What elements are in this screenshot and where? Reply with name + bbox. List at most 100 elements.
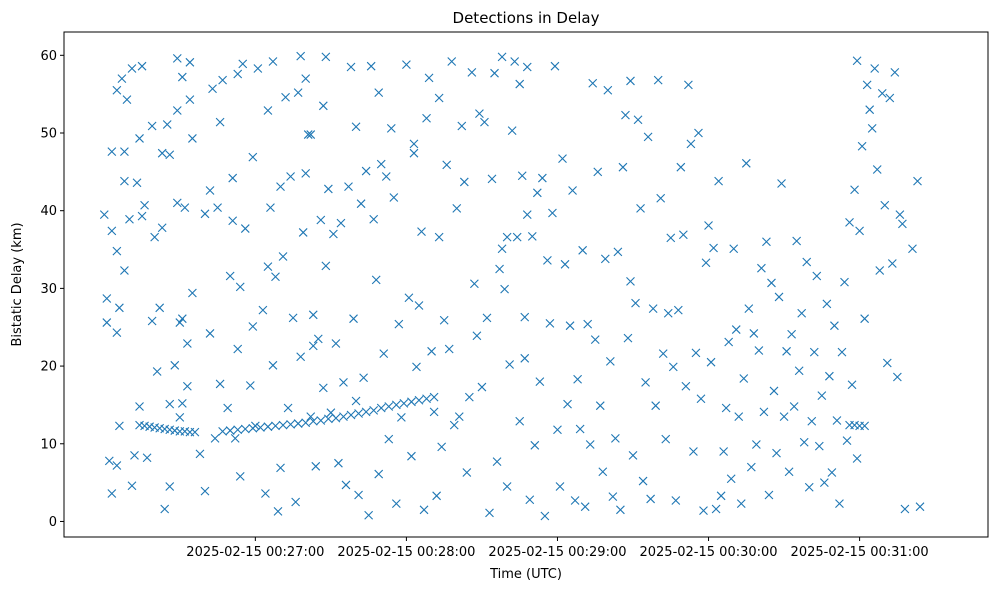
data-point xyxy=(422,394,431,404)
data-point xyxy=(895,210,905,219)
data-point xyxy=(646,494,656,504)
data-point xyxy=(588,78,598,88)
data-point xyxy=(482,313,492,323)
data-point xyxy=(182,339,192,348)
data-point xyxy=(595,401,605,411)
data-point xyxy=(515,416,525,426)
data-point xyxy=(603,85,613,95)
data-point xyxy=(371,275,381,285)
data-point xyxy=(115,421,124,431)
data-point xyxy=(626,277,635,286)
data-point xyxy=(384,402,394,411)
data-point xyxy=(351,396,361,406)
data-point xyxy=(875,266,885,275)
data-point xyxy=(316,416,326,425)
data-point xyxy=(731,325,741,334)
data-point xyxy=(271,421,280,431)
data-point xyxy=(862,80,872,90)
data-point xyxy=(860,421,870,431)
data-point xyxy=(887,259,897,268)
data-point xyxy=(734,412,744,421)
data-point xyxy=(522,62,532,72)
data-point xyxy=(867,123,877,133)
data-point xyxy=(686,139,696,149)
data-point xyxy=(696,394,706,404)
data-point xyxy=(278,252,288,261)
data-point xyxy=(135,134,144,143)
data-point xyxy=(648,304,658,313)
data-point xyxy=(490,68,499,78)
data-point xyxy=(600,254,610,264)
data-point xyxy=(170,360,180,370)
data-point xyxy=(414,395,424,405)
data-point xyxy=(112,246,122,256)
y-axis-ticks: 0 10 20 30 40 50 60 xyxy=(40,49,64,530)
data-point xyxy=(361,166,371,176)
data-point xyxy=(228,216,238,226)
data-point xyxy=(507,126,517,136)
y-tick-label: 60 xyxy=(40,49,57,64)
data-point xyxy=(585,440,595,449)
data-point xyxy=(558,154,567,164)
data-point xyxy=(550,61,560,71)
data-point xyxy=(341,480,351,490)
data-point xyxy=(301,74,311,84)
data-point xyxy=(487,174,497,184)
data-point xyxy=(339,378,348,387)
data-point xyxy=(809,347,819,357)
data-point xyxy=(117,74,127,84)
data-point xyxy=(351,122,361,132)
data-point xyxy=(120,266,129,275)
data-point xyxy=(185,57,195,67)
data-point xyxy=(721,403,731,413)
data-point xyxy=(840,277,849,287)
data-point xyxy=(837,347,847,357)
y-tick-label: 0 xyxy=(49,515,57,530)
data-point xyxy=(210,433,220,443)
data-point xyxy=(628,451,638,460)
data-point xyxy=(165,482,175,491)
data-point xyxy=(651,401,661,411)
data-point xyxy=(233,69,243,79)
x-tick-label: 2025-02-15 00:28:00 xyxy=(337,545,475,560)
data-point xyxy=(120,176,129,186)
data-point xyxy=(293,419,303,428)
data-point xyxy=(852,56,862,66)
data-point xyxy=(454,412,464,421)
data-point xyxy=(510,57,520,66)
data-point xyxy=(457,121,467,131)
data-point xyxy=(379,349,389,359)
data-point xyxy=(147,316,157,326)
data-point xyxy=(706,357,716,367)
data-point xyxy=(830,321,839,331)
chart-title: Detections in Delay xyxy=(453,9,600,27)
data-point xyxy=(298,228,308,237)
data-point xyxy=(235,472,245,481)
data-point xyxy=(671,496,681,505)
data-point xyxy=(188,288,197,298)
data-point xyxy=(286,172,295,181)
data-point xyxy=(155,303,165,313)
x-tick-label: 2025-02-15 00:31:00 xyxy=(791,545,929,560)
data-point xyxy=(593,167,603,177)
data-point xyxy=(200,209,210,219)
data-point xyxy=(762,237,771,247)
data-point xyxy=(663,308,673,318)
data-point xyxy=(230,433,240,443)
data-point xyxy=(636,203,645,213)
data-point xyxy=(797,308,807,318)
data-point xyxy=(419,505,429,515)
data-point xyxy=(404,293,414,303)
x-tick-label: 2025-02-15 00:30:00 xyxy=(639,545,777,560)
data-point xyxy=(349,314,358,324)
data-point xyxy=(814,441,824,451)
data-point xyxy=(575,424,585,434)
plot-frame xyxy=(63,31,989,538)
data-point xyxy=(638,476,648,486)
x-axis-label: Time (UTC) xyxy=(489,567,562,582)
data-point xyxy=(882,358,892,368)
x-tick-label: 2025-02-15 00:27:00 xyxy=(186,545,324,560)
data-point xyxy=(553,425,562,435)
data-point xyxy=(329,229,338,239)
data-point xyxy=(301,169,311,178)
